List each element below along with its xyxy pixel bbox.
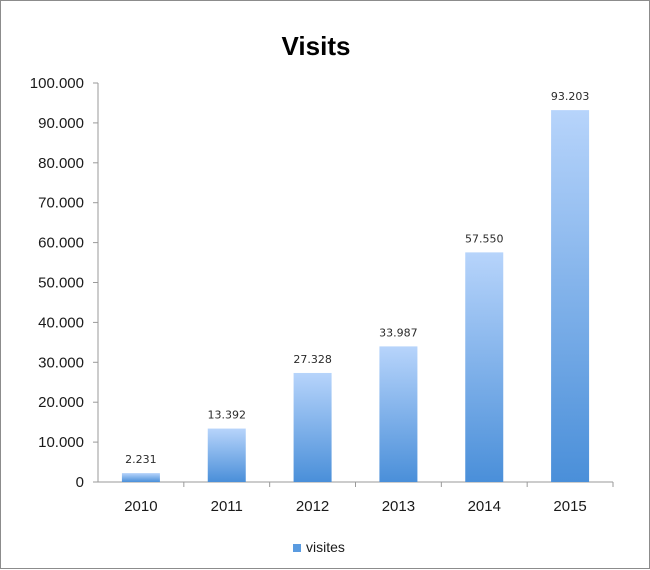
legend: visites [293,539,345,555]
y-tick-label: 70.000 [38,195,84,212]
x-tick-label: 2013 [382,498,415,515]
y-tick-label: 0 [76,474,84,491]
y-tick-label: 100.000 [30,75,84,92]
x-tick-label: 2011 [211,498,243,515]
bar-2015 [551,110,590,483]
data-label: 33.987 [379,326,418,339]
plot-area: 0 10.000 20.000 30.000 40.000 50.000 60.000 70.… [30,75,614,515]
bar-2013 [379,346,418,482]
bar-2014 [465,252,504,482]
data-label: 2.231 [125,453,157,466]
x-tick-label: 2014 [468,498,501,515]
y-tick-label: 80.000 [38,155,84,172]
x-tick-label: 2010 [124,498,157,515]
y-tick-label: 30.000 [38,354,84,371]
data-label: 13.392 [208,409,247,422]
y-tick-label: 90.000 [38,115,84,132]
legend-swatch [293,544,301,552]
data-label: 27.328 [293,353,332,366]
y-tick-label: 40.000 [38,314,84,331]
y-tick-label: 20.000 [38,394,84,411]
data-label: 93.203 [551,90,590,103]
chart-title: Visits [282,31,351,61]
bar-2012 [293,372,332,482]
y-tick-label: 10.000 [38,434,84,451]
y-tick-label: 50.000 [38,275,84,292]
data-label: 57.550 [465,232,504,245]
y-tick-label: 60.000 [38,235,84,252]
x-tick-label: 2015 [553,498,586,515]
x-tick-label: 2012 [296,498,329,515]
bar-2010 [121,473,160,482]
legend-label: visites [306,539,345,555]
bar-2011 [207,428,246,482]
